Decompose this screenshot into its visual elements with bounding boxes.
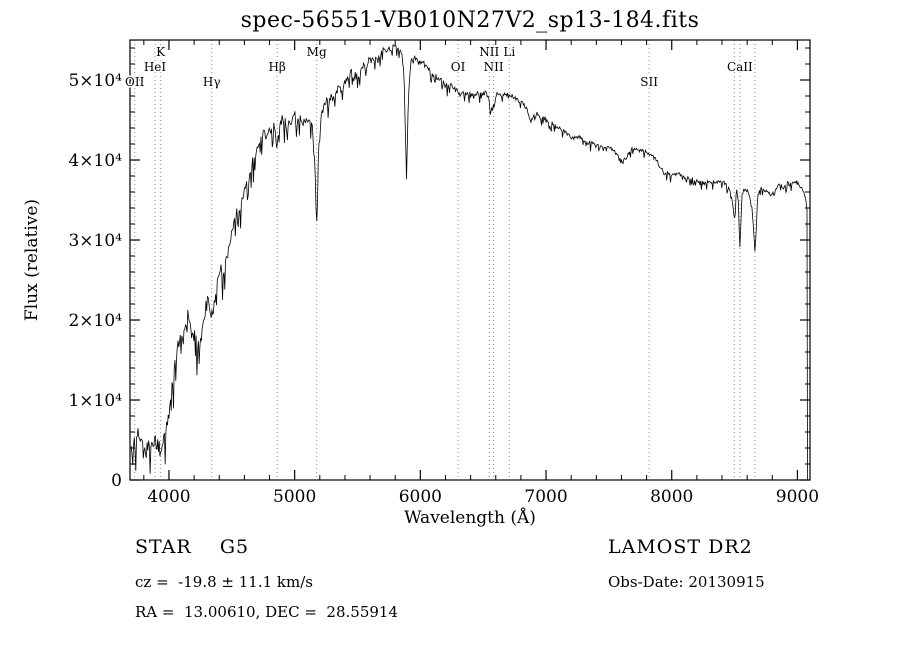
spectral-line-label: Hγ [203,75,221,89]
x-tick-label: 9000 [776,487,819,507]
plot-title: spec-56551-VB010N27V2_sp13-184.fits [240,8,700,33]
spectral-line-label: SII [640,75,658,89]
spectral-line-label: OII [125,75,145,89]
plot-frame [129,39,811,481]
spectral-line-label: CaII [727,60,753,74]
spectrum-trace [130,44,808,481]
spectral-line-label: Li [503,45,515,59]
spectral-line-label: OI [451,60,466,74]
x-tick-label: 6000 [399,487,442,507]
spectral-line-label: NII [484,60,504,74]
y-tick-label: 1×10⁴ [68,391,122,411]
y-tick-label: 5×10⁴ [68,71,122,91]
spectral-line-label: Hβ [268,60,285,74]
x-tick-label: 7000 [524,487,567,507]
ra-dec-coords: RA = 13.00610, DEC = 28.55914 [135,603,399,621]
y-axis-label: Flux (relative) [22,198,42,322]
y-tick-label: 4×10⁴ [68,151,122,171]
cz-value: cz = -19.8 ± 11.1 km/s [135,573,313,591]
object-class-label: STAR G5 [135,536,250,558]
spectral-line-label: NII [479,45,499,59]
x-tick-label: 8000 [650,487,693,507]
survey-label: LAMOST DR2 [608,536,753,558]
x-tick-label: 4000 [147,487,190,507]
y-tick-label: 2×10⁴ [68,311,122,331]
x-axis-label: Wavelength (Å) [404,508,536,528]
obs-date: Obs-Date: 20130915 [608,573,765,591]
y-tick-label: 0 [111,471,122,491]
spectral-line-label: Mg [307,45,327,59]
x-tick-label: 5000 [273,487,316,507]
spectral-line-label: K [156,45,166,59]
spectral-line-label: HeI [144,60,167,74]
y-tick-label: 3×10⁴ [68,231,122,251]
